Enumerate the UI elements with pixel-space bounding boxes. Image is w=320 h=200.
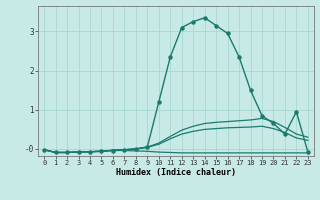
X-axis label: Humidex (Indice chaleur): Humidex (Indice chaleur) <box>116 168 236 177</box>
